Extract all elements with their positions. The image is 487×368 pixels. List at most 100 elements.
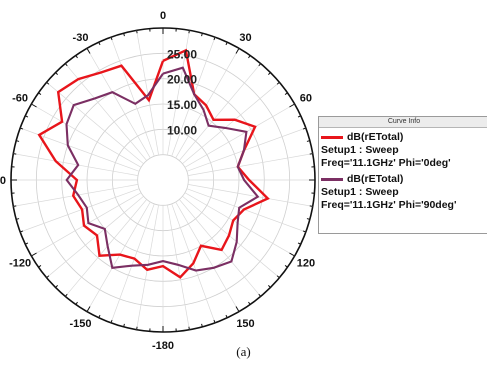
figure-caption: (a) xyxy=(236,344,251,359)
grid-spoke xyxy=(186,127,306,172)
legend-label: dB(rETotal) xyxy=(347,130,404,143)
angle-tick xyxy=(16,140,20,142)
legend-freq: Freq='11.1GHz' Phi='90deg' xyxy=(321,199,457,211)
angle-tick xyxy=(110,319,113,324)
angle-tick xyxy=(13,153,17,155)
radial-label: 10.00 xyxy=(167,123,197,137)
grid-spoke xyxy=(13,153,139,176)
legend-swatch-phi0 xyxy=(321,135,343,139)
grid-spoke xyxy=(184,103,295,168)
grid-spoke xyxy=(110,203,155,323)
angle-tick xyxy=(213,319,216,324)
angle-tick xyxy=(31,252,37,257)
angle-label: 120 xyxy=(297,258,315,270)
grid-spoke xyxy=(187,153,313,176)
radial-label: 20.00 xyxy=(167,73,197,87)
angle-tick xyxy=(297,242,301,245)
legend-freq: Freq='11.1GHz' Phi='0deg' xyxy=(321,157,451,169)
grid-spoke xyxy=(136,204,159,330)
grid-spoke xyxy=(182,196,280,278)
grid-spoke xyxy=(179,63,261,161)
angle-label: 0 xyxy=(160,10,166,22)
legend-setup: Setup1 : Sweep xyxy=(321,144,399,156)
angle-tick xyxy=(284,92,288,95)
grid-spoke xyxy=(86,201,151,312)
grid-spoke xyxy=(175,48,240,159)
series-group xyxy=(37,48,270,279)
grid-spoke xyxy=(31,103,142,168)
radial-labels: 10.00 15.00 20.00 25.00 xyxy=(167,47,197,137)
angle-tick xyxy=(75,55,78,59)
angle-tick xyxy=(16,218,20,220)
angle-tick xyxy=(86,306,91,312)
angle-tick xyxy=(136,30,138,34)
angle-tick xyxy=(268,72,271,75)
angle-labels: 0306090120150-180-150-120-90-60-30 xyxy=(0,10,334,352)
grid-spoke xyxy=(13,184,139,207)
angle-tick xyxy=(188,30,190,34)
angle-tick xyxy=(31,103,37,108)
angle-tick xyxy=(309,205,313,207)
angle-label: 60 xyxy=(300,93,312,105)
series-line-phi90 xyxy=(65,66,260,272)
angle-label: -150 xyxy=(69,318,91,330)
angle-tick xyxy=(46,275,50,279)
grid-spoke xyxy=(136,30,159,156)
grid-ring xyxy=(137,154,189,206)
legend-title: Curve Info xyxy=(319,117,487,128)
grid-spoke xyxy=(171,37,216,157)
grid-spoke xyxy=(46,82,144,164)
grid-spoke xyxy=(182,82,280,164)
radial-label: 25.00 xyxy=(167,47,197,61)
angle-tick xyxy=(302,230,307,233)
angle-tick xyxy=(309,153,313,155)
angle-tick xyxy=(110,36,113,41)
grid-spoke xyxy=(46,196,144,278)
grid-spoke xyxy=(110,37,155,157)
angle-tick xyxy=(75,301,78,305)
angle-tick xyxy=(289,103,295,108)
angle-tick xyxy=(55,285,58,288)
angle-tick xyxy=(38,265,42,268)
angle-tick xyxy=(123,33,125,37)
angle-label: -30 xyxy=(73,32,89,44)
angle-tick xyxy=(25,242,29,245)
angle-tick xyxy=(289,252,295,257)
angle-tick xyxy=(46,81,50,85)
angle-tick xyxy=(19,127,24,130)
grid-spoke xyxy=(31,192,142,257)
angle-tick xyxy=(235,48,240,54)
legend-swatch-phi90 xyxy=(321,177,343,181)
angle-tick xyxy=(201,33,203,37)
grid-spoke xyxy=(65,199,147,297)
grid-spoke xyxy=(175,201,240,312)
angle-tick xyxy=(225,314,228,318)
angle-tick xyxy=(55,72,58,75)
grid-spoke xyxy=(186,188,306,233)
legend-label: dB(rETotal) xyxy=(347,172,404,185)
angle-tick xyxy=(64,63,68,67)
angle-tick xyxy=(248,301,251,305)
angle-tick xyxy=(188,326,190,330)
angle-label: -60 xyxy=(12,93,28,105)
legend-entry-phi0: dB(rETotal) Setup1 : Sweep Freq='11.1GHz… xyxy=(319,128,487,170)
grid-spoke xyxy=(187,184,313,207)
angle-tick xyxy=(268,285,271,288)
angle-tick xyxy=(98,314,101,318)
angle-tick xyxy=(64,293,68,297)
angle-label: -120 xyxy=(9,258,31,270)
radial-label: 15.00 xyxy=(167,98,197,112)
angle-tick xyxy=(136,326,138,330)
angle-tick xyxy=(306,140,310,142)
grid-spoke xyxy=(184,192,295,257)
angle-tick xyxy=(213,36,216,41)
angle-tick xyxy=(258,63,262,67)
angle-tick xyxy=(13,205,17,207)
angle-tick xyxy=(258,293,262,297)
angle-label: -90 xyxy=(0,175,6,187)
angle-tick xyxy=(284,265,288,268)
legend-setup: Setup1 : Sweep xyxy=(321,186,399,198)
angle-tick xyxy=(201,323,203,327)
grid-spoke xyxy=(179,199,261,297)
angle-label: 30 xyxy=(239,32,251,44)
